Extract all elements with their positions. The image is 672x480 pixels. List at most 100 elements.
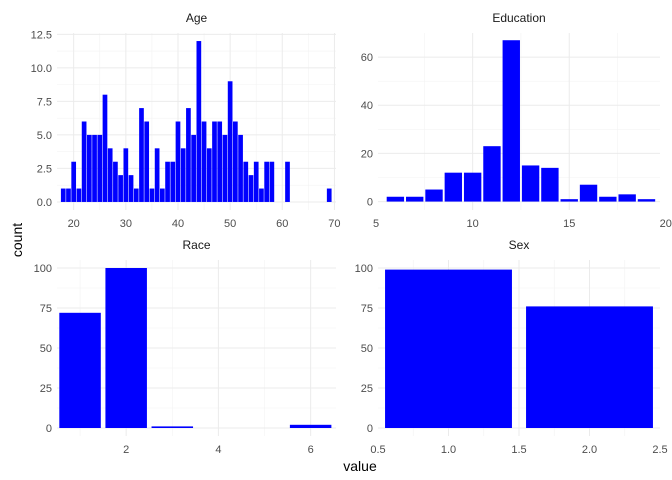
bar [212, 121, 217, 202]
bar [118, 175, 123, 202]
x-tick-label: 30 [120, 218, 132, 230]
bar [406, 196, 424, 202]
bar [165, 161, 170, 202]
bar [128, 175, 134, 202]
bar [425, 189, 443, 202]
bar [105, 268, 147, 428]
bar [81, 121, 87, 202]
bar [289, 424, 332, 428]
x-tick-label: 40 [172, 218, 184, 230]
bar [159, 188, 165, 202]
bar [123, 148, 129, 202]
bar [238, 134, 243, 202]
bar [186, 108, 191, 202]
bar [144, 121, 150, 202]
bar [253, 161, 259, 202]
bar [92, 134, 97, 202]
bar [139, 108, 144, 202]
x-tick-label: 70 [328, 218, 340, 230]
bar [222, 134, 228, 202]
y-tick-label: 5.0 [37, 130, 52, 142]
y-tick-label: 0 [367, 423, 373, 435]
bar [637, 199, 656, 202]
bar [579, 184, 598, 202]
bar [444, 172, 463, 202]
y-tick-label: 75 [361, 303, 373, 315]
bar [180, 148, 186, 202]
x-tick-label: 50 [224, 218, 236, 230]
bar [66, 188, 71, 202]
bar [243, 161, 249, 202]
y-tick-label: 2.5 [37, 163, 52, 175]
facet-race: 0 25 50 75 100 2 4 6 Race [34, 238, 336, 456]
bar [191, 134, 196, 202]
x-tick-label: 5 [373, 218, 379, 230]
x-tick-label: 2.5 [652, 444, 667, 456]
x-axis-title: value [343, 458, 377, 474]
bar [133, 188, 139, 202]
x-tick-label: 10 [467, 218, 479, 230]
bar [107, 148, 113, 202]
bar [201, 121, 207, 202]
facet-title: Education [492, 11, 545, 25]
y-tick-label: 10.0 [31, 63, 52, 75]
bar [463, 172, 482, 202]
x-tick-label: 2.0 [582, 444, 597, 456]
bar [227, 81, 233, 202]
bar [599, 196, 617, 202]
y-tick-label: 0 [46, 423, 52, 435]
y-tick-label: 7.5 [37, 96, 52, 108]
bar [233, 121, 238, 202]
bar [217, 121, 223, 202]
bar [483, 146, 501, 202]
y-tick-label: 25 [40, 383, 52, 395]
x-tick-label: 15 [563, 218, 575, 230]
x-tick-label: 60 [276, 218, 288, 230]
facet-title: Sex [509, 238, 530, 252]
bar [154, 148, 160, 202]
y-tick-label: 50 [40, 343, 52, 355]
y-tick-label: 60 [361, 52, 373, 64]
y-tick-label: 0.0 [37, 197, 52, 209]
bar [71, 161, 77, 202]
bar [149, 188, 155, 202]
x-tick-label: 6 [308, 444, 314, 456]
facet-education: 0 20 40 60 5 10 15 20 Education [361, 11, 672, 230]
bar [385, 269, 512, 428]
x-tick-label: 4 [215, 444, 221, 456]
bar [386, 196, 405, 202]
facet-title: Age [186, 11, 208, 25]
bar [526, 306, 653, 428]
x-tick-label: 20 [68, 218, 80, 230]
bar [264, 161, 269, 202]
bar [97, 134, 103, 202]
bar [175, 121, 181, 202]
bar [113, 161, 118, 202]
y-tick-label: 50 [361, 343, 373, 355]
y-tick-label: 100 [34, 263, 52, 275]
bar [269, 161, 275, 202]
y-axis-title: count [9, 223, 25, 257]
bar [196, 41, 202, 202]
bar [541, 167, 559, 202]
bar [502, 40, 520, 202]
x-tick-label: 2 [123, 444, 129, 456]
facet-title: Race [182, 238, 210, 252]
bar [560, 199, 578, 202]
facet-sex: 0 25 50 75 100 0.5 1.0 1.5 2.0 2.5 Sex [355, 238, 668, 456]
x-tick-label: 1.0 [441, 444, 456, 456]
y-tick-label: 100 [355, 263, 373, 275]
bar [248, 175, 254, 202]
bar [60, 188, 66, 202]
bar [259, 188, 264, 202]
y-tick-label: 0 [367, 197, 373, 209]
bar [618, 194, 636, 202]
bar [521, 165, 540, 202]
bar [285, 161, 290, 202]
bar [59, 312, 101, 428]
bar [76, 188, 82, 202]
y-tick-label: 75 [40, 303, 52, 315]
bar [326, 188, 332, 202]
y-tick-label: 12.5 [31, 29, 52, 41]
